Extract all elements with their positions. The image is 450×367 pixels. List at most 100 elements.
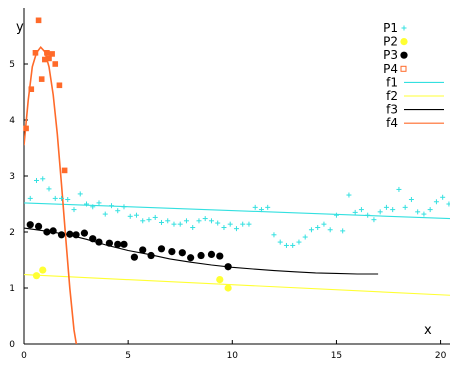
data-point-p3 [168, 248, 176, 256]
data-point-p1 [446, 201, 450, 207]
data-point-p4 [61, 167, 68, 174]
data-point-p1 [283, 242, 289, 248]
data-point-p1 [221, 225, 227, 231]
data-point-p1 [83, 201, 89, 207]
data-point-p3 [178, 249, 186, 257]
data-point-p3 [105, 239, 113, 247]
data-point-p4 [44, 50, 50, 56]
data-point-p1 [115, 208, 121, 214]
data-point-p3 [147, 251, 155, 260]
data-point-p4 [23, 125, 29, 132]
x-tick-label: 10 [227, 351, 239, 361]
data-point-p1 [202, 216, 208, 222]
legend-label-f2: f2 [386, 89, 398, 103]
data-point-p1 [358, 207, 364, 213]
data-point-p1 [165, 218, 171, 224]
y-tick-label: 2 [9, 228, 15, 238]
data-point-p1 [121, 204, 127, 210]
data-point-p1 [27, 195, 33, 201]
data-point-p4 [52, 61, 59, 67]
data-point-p1 [158, 219, 164, 225]
data-point-p4 [28, 86, 35, 92]
series-p4 [23, 17, 68, 174]
data-point-p1 [333, 212, 339, 218]
data-point-p1 [415, 209, 421, 215]
series-line-f4 [24, 45, 78, 344]
data-point-p1 [308, 227, 314, 233]
data-point-p1 [33, 177, 39, 183]
data-point-p3 [49, 227, 57, 235]
data-point-p1 [271, 232, 277, 238]
data-point-p2 [224, 284, 232, 292]
data-point-p4 [49, 51, 55, 57]
data-point-p1 [140, 218, 146, 224]
data-point-p3 [187, 254, 195, 262]
series-line-f2 [24, 274, 450, 296]
legend-swatch-p1 [401, 25, 407, 31]
data-point-p4 [38, 76, 45, 82]
data-point-p1 [233, 226, 239, 232]
data-point-p1 [402, 204, 408, 210]
data-point-p1 [321, 221, 327, 227]
data-point-p1 [96, 200, 102, 206]
data-point-p1 [377, 209, 383, 215]
data-point-p3 [89, 235, 97, 243]
data-point-p1 [40, 176, 46, 182]
data-point-p3 [26, 221, 34, 229]
data-point-p1 [77, 191, 83, 197]
legend-swatch-p3 [400, 51, 408, 59]
data-point-p1 [183, 218, 189, 224]
data-point-p3 [197, 251, 205, 260]
y-tick-label: 3 [9, 172, 15, 182]
data-point-p1 [346, 192, 352, 198]
data-point-p1 [421, 211, 427, 217]
data-point-p3 [216, 252, 224, 260]
data-point-p1 [190, 225, 196, 231]
data-point-p3 [207, 250, 216, 258]
data-point-p1 [290, 242, 296, 248]
data-point-p3 [224, 263, 232, 271]
data-point-p2 [32, 272, 41, 280]
data-point-p3 [130, 253, 138, 261]
y-tick-label: 1 [9, 284, 15, 294]
data-point-p4 [56, 82, 63, 89]
x-tick-label: 5 [125, 351, 131, 361]
data-point-p1 [52, 195, 58, 201]
legend-label-p2: P2 [383, 35, 398, 49]
data-point-p1 [246, 221, 252, 227]
data-point-p1 [352, 209, 358, 215]
data-point-p3 [120, 240, 128, 248]
data-point-p1 [215, 220, 221, 226]
fit-lines [24, 45, 450, 344]
data-point-p2 [216, 276, 224, 284]
data-point-p1 [196, 218, 202, 224]
data-point-p3 [34, 222, 43, 230]
data-point-p3 [66, 230, 74, 238]
y-tick-label: 0 [9, 340, 15, 350]
data-point-p1 [302, 234, 308, 240]
legend-label-p4: P4 [383, 62, 398, 76]
data-point-p1 [252, 204, 258, 210]
data-point-p1 [440, 194, 446, 200]
data-point-p4 [35, 17, 42, 24]
data-point-p3 [43, 228, 51, 236]
y-tick-label: 5 [9, 60, 15, 70]
legend-label-f3: f3 [386, 103, 398, 117]
data-point-p1 [146, 217, 152, 223]
data-point-p1 [208, 218, 214, 224]
data-point-p1 [365, 212, 371, 218]
data-point-p1 [177, 221, 183, 227]
data-point-p1 [127, 213, 133, 219]
data-point-p1 [108, 203, 114, 209]
legend-swatch-p4 [400, 65, 407, 72]
data-point-p2 [39, 266, 47, 274]
data-point-p3 [72, 231, 80, 239]
data-point-p1 [327, 227, 333, 233]
data-point-p3 [95, 238, 103, 246]
legend-label-f4: f4 [386, 116, 398, 130]
data-point-p1 [71, 207, 77, 213]
data-point-p1 [383, 204, 389, 210]
data-point-p1 [265, 204, 271, 210]
